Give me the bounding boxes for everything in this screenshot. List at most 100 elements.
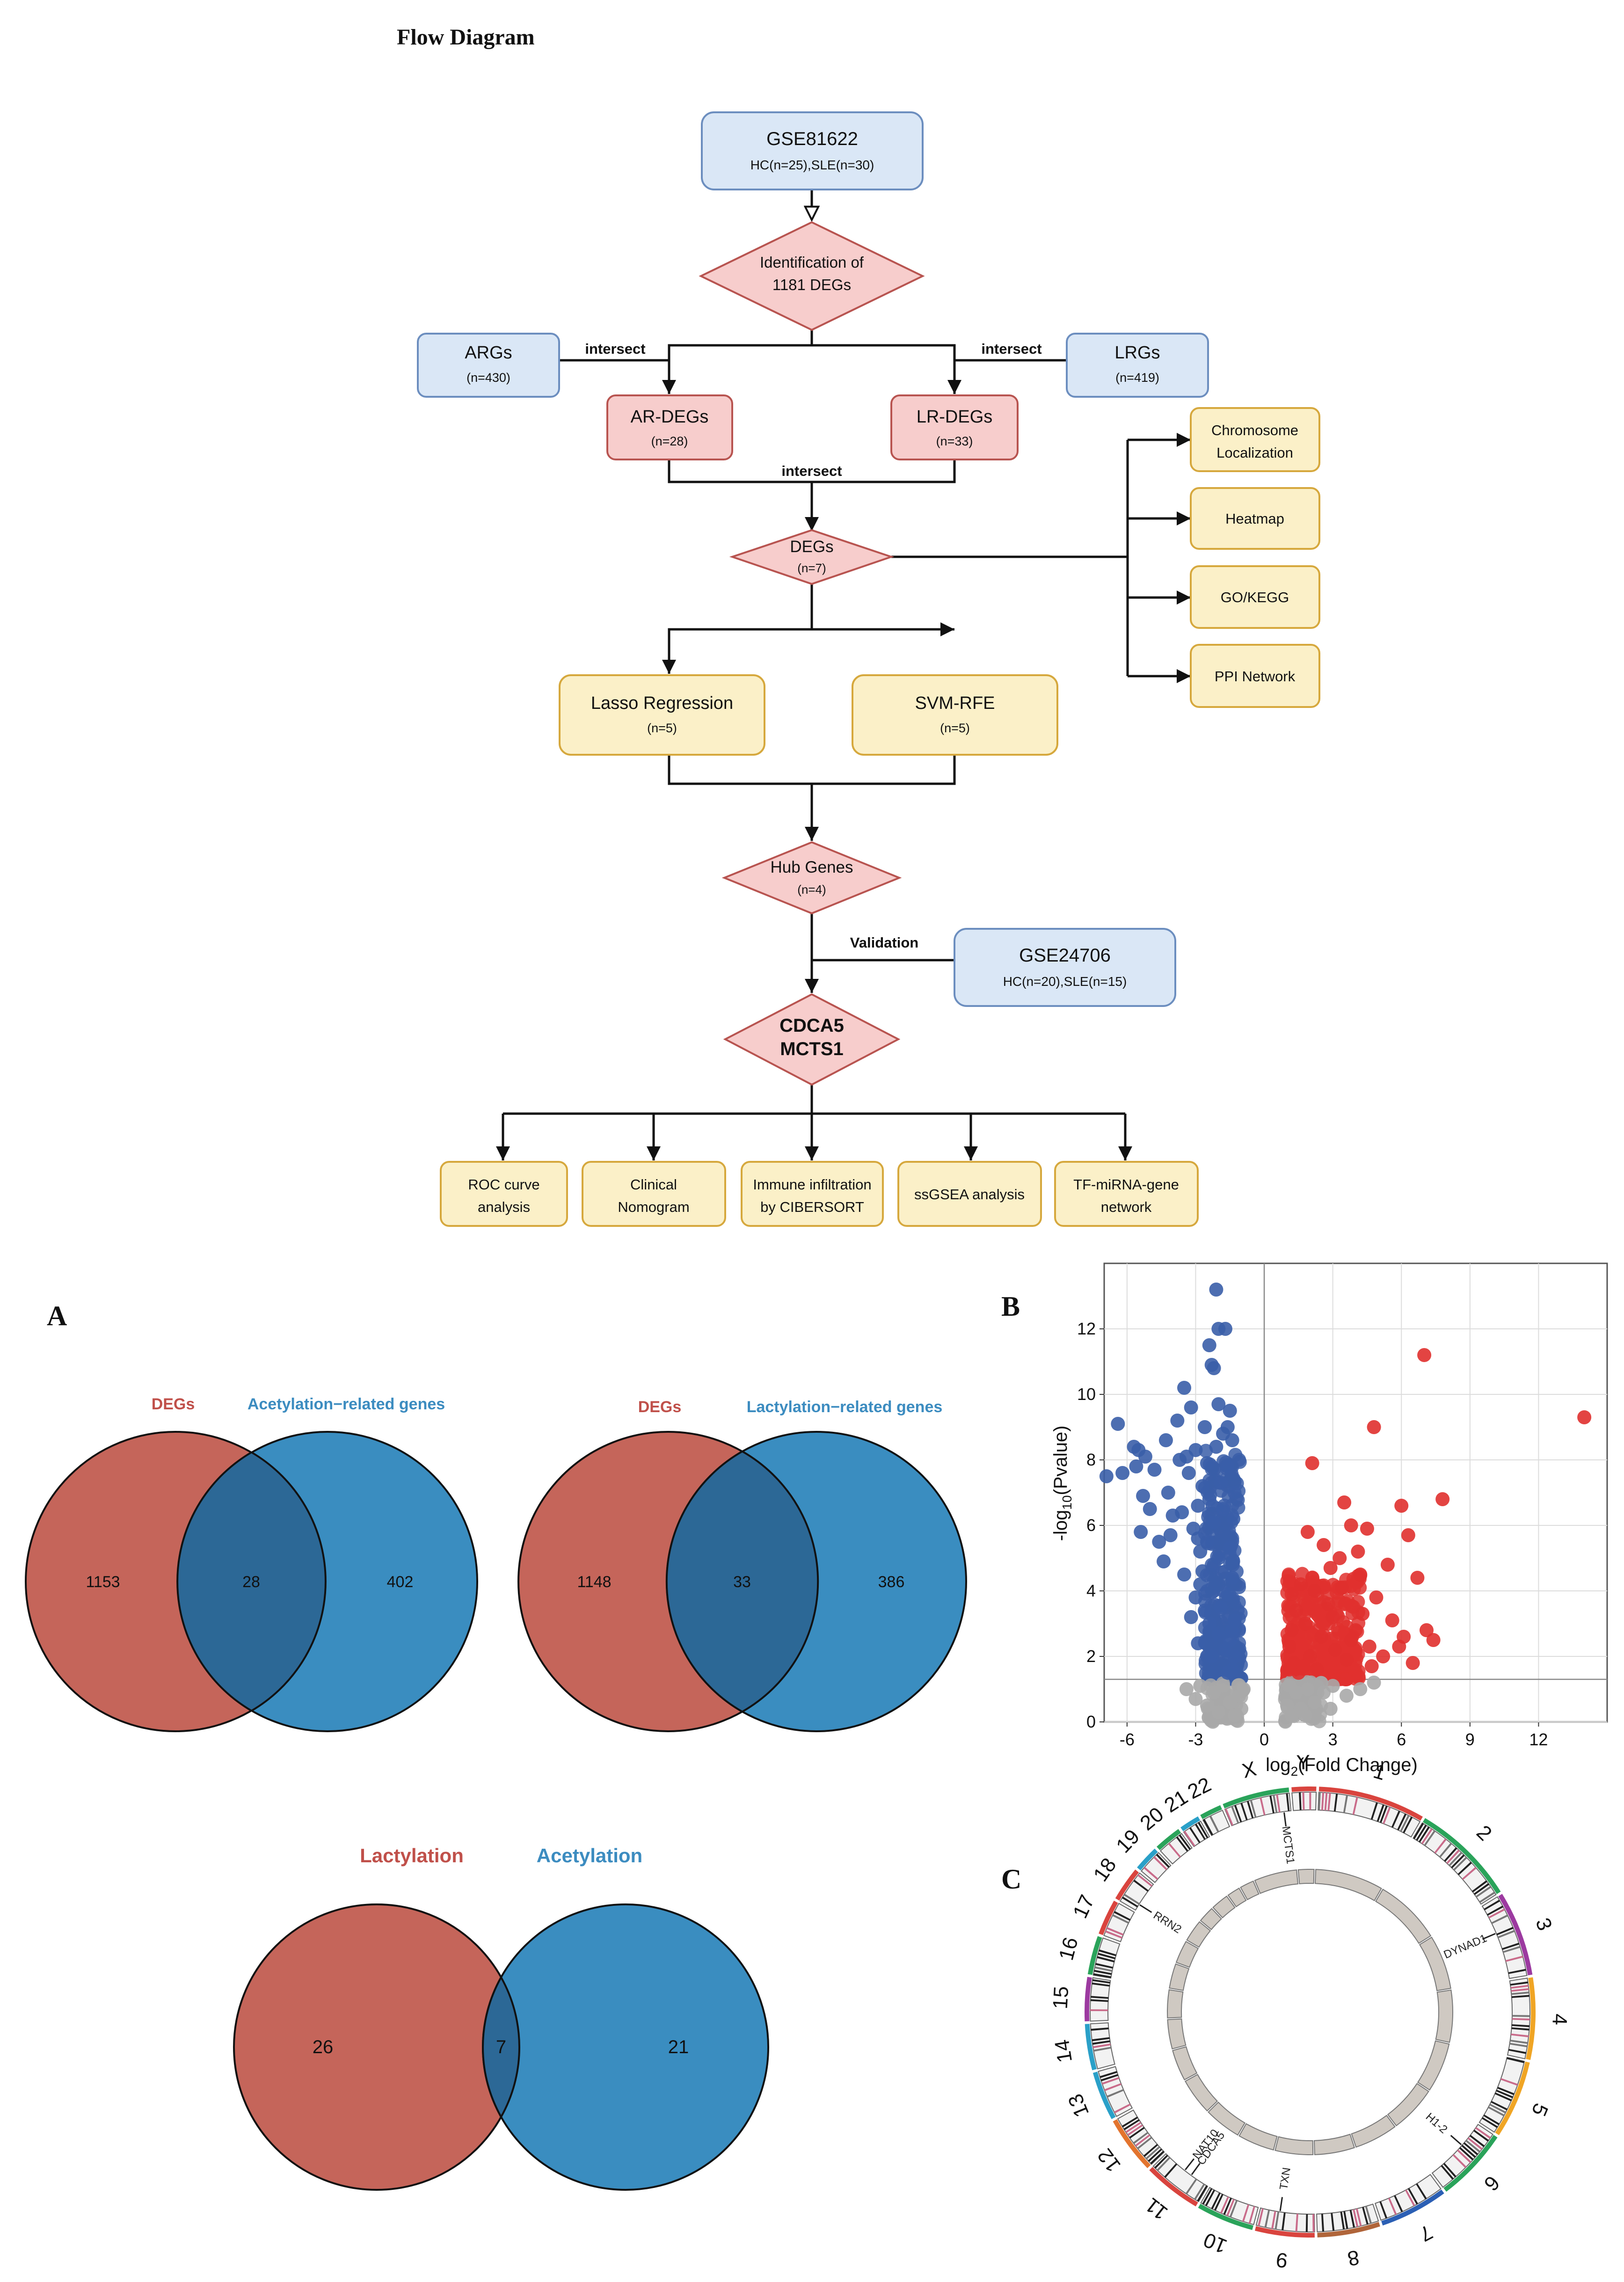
cytoband <box>1512 2015 1530 2017</box>
node-degs: DEGs (n=7) <box>729 529 895 585</box>
cytoband <box>1248 2206 1255 2224</box>
inner-track <box>1200 1908 1222 1931</box>
chromosome-label: 5 <box>1527 2100 1553 2120</box>
cytoband <box>1483 2114 1500 2125</box>
cytoband <box>1231 1806 1239 1823</box>
chromosome-ring-12 <box>1113 2119 1151 2168</box>
volcano-point-down <box>1170 1414 1185 1428</box>
chromosome-label: 22 <box>1184 1773 1215 1804</box>
cytoband <box>1453 1857 1467 1871</box>
cytoband <box>1274 2211 1280 2230</box>
cytoband <box>1090 1996 1109 1999</box>
cytoband <box>1205 2189 1216 2206</box>
cytoband <box>1092 1979 1110 1984</box>
volcano-point-up <box>1417 1348 1432 1362</box>
chromosome-ring-11 <box>1149 2166 1198 2207</box>
venn2-right-label: Lactylation−related genes <box>747 1398 943 1416</box>
cytoband <box>1403 1816 1413 1833</box>
volcano-point-up <box>1426 1633 1441 1647</box>
chromosome-band-10 <box>1200 2187 1259 2225</box>
chromosome-label: Y <box>1296 1751 1311 1774</box>
chromosome-ring-10 <box>1198 2203 1253 2230</box>
chromosome-label: 11 <box>1141 2193 1172 2224</box>
cytoband <box>1223 2197 1232 2215</box>
volcano-point-down <box>1227 1486 1242 1500</box>
cytoband <box>1469 2135 1485 2147</box>
cytoband <box>1286 1793 1290 1811</box>
venn3-mid-count: 7 <box>496 2037 506 2057</box>
volcano-point-down <box>1202 1338 1216 1352</box>
chromosome-ring-14 <box>1085 2024 1097 2071</box>
node-chromosome-localization: Chromosome Localization <box>1190 407 1320 472</box>
cytoband <box>1092 2040 1110 2045</box>
volcano-point-up <box>1310 1662 1324 1677</box>
lrgs-title: LRGs <box>1114 343 1160 363</box>
volcano-point-up <box>1353 1568 1368 1582</box>
cytoband <box>1143 1866 1158 1880</box>
chromosome-band-18 <box>1119 1872 1154 1911</box>
cytoband <box>1400 1815 1410 1832</box>
chromosome-ring-21 <box>1180 1816 1201 1831</box>
cytoband <box>1511 2033 1529 2037</box>
cytoband <box>1511 1988 1529 1992</box>
gene-label: H1-2 <box>1423 2110 1450 2136</box>
venn1-mid-count: 28 <box>242 1573 260 1591</box>
volcano-point-up <box>1321 1597 1335 1611</box>
cytoband <box>1413 1823 1424 1839</box>
volcano-point-down <box>1211 1551 1226 1565</box>
volcano-point-up <box>1323 1561 1338 1575</box>
degs-title: DEGs <box>790 538 833 556</box>
volcano-point-up <box>1320 1586 1335 1601</box>
cytoband <box>1145 2146 1160 2160</box>
cytoband <box>1511 1991 1529 1995</box>
chromosome-ring-7 <box>1381 2189 1444 2226</box>
volcano-point-down <box>1195 1479 1210 1493</box>
cytoband <box>1153 1856 1167 1870</box>
chromosome-ring-8 <box>1317 2222 1380 2238</box>
inner-track <box>1227 1888 1247 1908</box>
cytoband <box>1185 2179 1197 2195</box>
volcano-point-up <box>1435 1492 1450 1506</box>
venn2-left-label: DEGs <box>638 1398 682 1416</box>
volcano-point-up <box>1369 1590 1384 1604</box>
cytoband <box>1242 2204 1250 2222</box>
node-immune-infiltration: Immune infiltration by CIBERSORT <box>741 1161 884 1227</box>
cytoband <box>1093 2047 1112 2052</box>
node-lrgs: LRGs (n=419) <box>1066 333 1209 398</box>
volcano-point-down <box>1181 1466 1196 1480</box>
inner-track <box>1419 1936 1451 1991</box>
cytoband <box>1343 2211 1348 2229</box>
inner-track <box>1238 2123 1278 2151</box>
cytoband <box>1416 2183 1427 2200</box>
volcano-point-up <box>1410 1571 1425 1585</box>
volcano-point-down <box>1220 1587 1235 1601</box>
roc-line2: analysis <box>478 1199 530 1215</box>
volcano-point-down <box>1202 1617 1216 1631</box>
inner-track <box>1175 1940 1199 1968</box>
inner-track <box>1314 1869 1382 1902</box>
chromosome-label: 3 <box>1531 1915 1556 1933</box>
venn1-right-count: 402 <box>387 1573 414 1591</box>
chromosome-ring-5 <box>1495 2061 1530 2136</box>
volcano-point-up <box>1333 1551 1347 1565</box>
node-heatmap: Heatmap <box>1190 487 1320 550</box>
chromosome-label: 12 <box>1093 2144 1125 2176</box>
cytoband <box>1220 2196 1229 2214</box>
cytoband <box>1497 2086 1515 2095</box>
volcano-point-down <box>1129 1459 1143 1473</box>
cytoband <box>1183 1831 1195 1847</box>
cytoband <box>1137 1874 1153 1887</box>
cytoband <box>1106 1927 1124 1936</box>
tf-line2: network <box>1101 1199 1152 1215</box>
volcano-point-down <box>1226 1512 1241 1526</box>
chromosome-label: 14 <box>1050 2038 1077 2064</box>
ident-line1: Identification of <box>760 254 864 271</box>
lr-degs-title: LR-DEGs <box>917 407 993 427</box>
cytoband <box>1376 1804 1384 1822</box>
volcano-point-down <box>1184 1400 1198 1414</box>
cytoband <box>1224 1808 1234 1826</box>
tf-line1: TF-miRNA-gene <box>1073 1176 1179 1193</box>
chromosome-label: 13 <box>1063 2091 1093 2121</box>
y-axis-label: -log10(Pvalue) <box>1050 1426 1074 1541</box>
